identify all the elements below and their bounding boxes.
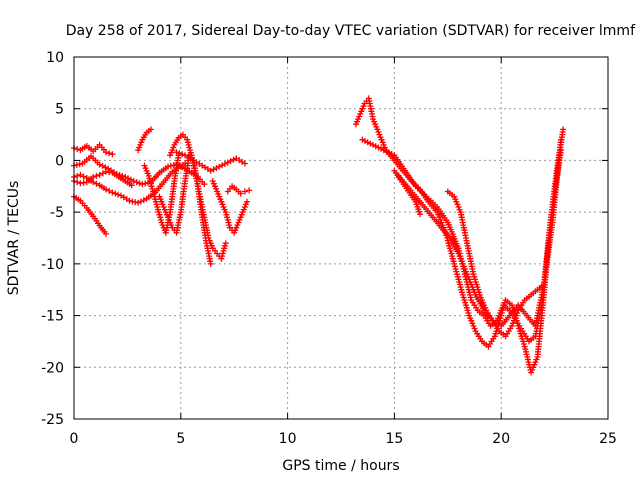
data-point xyxy=(139,181,146,188)
data-point xyxy=(125,175,132,182)
data-point xyxy=(112,190,119,197)
data-point xyxy=(227,158,234,165)
x-tick-label: 5 xyxy=(176,431,185,447)
data-point xyxy=(99,162,106,169)
data-point xyxy=(74,172,81,179)
data-point xyxy=(130,178,137,185)
data-point xyxy=(96,171,103,178)
chart-title: Day 258 of 2017, Sidereal Day-to-day VTE… xyxy=(66,23,636,39)
data-point xyxy=(370,141,376,148)
data-point xyxy=(103,230,109,237)
data-point xyxy=(96,161,103,168)
data-point xyxy=(103,149,109,156)
data-point xyxy=(147,126,154,133)
axis-ticks: 0 5 10 15 20 25 -25 -20 -15 -10 -5 0 5 10 xyxy=(41,50,617,447)
data-point xyxy=(93,172,100,179)
data-point xyxy=(246,187,253,194)
data-point xyxy=(222,240,229,247)
data-point xyxy=(80,173,87,180)
data-point xyxy=(136,180,143,187)
data-point xyxy=(90,179,97,186)
data-point xyxy=(540,281,547,288)
data-point xyxy=(378,145,384,152)
data-point xyxy=(176,150,183,157)
x-axis-label: GPS time / hours xyxy=(282,458,399,474)
data-point xyxy=(216,163,223,170)
data-point xyxy=(201,181,208,188)
data-point xyxy=(241,160,248,167)
x-tick-label: 20 xyxy=(492,431,510,447)
data-point xyxy=(241,188,248,195)
data-point xyxy=(74,179,81,186)
y-tick-label: 10 xyxy=(46,50,64,66)
data-point xyxy=(137,198,144,205)
data-point xyxy=(106,187,113,194)
x-tick-label: 10 xyxy=(279,431,297,447)
data-point xyxy=(109,151,116,158)
data-point xyxy=(73,161,80,168)
data-point xyxy=(380,147,387,154)
data-point xyxy=(115,191,122,198)
data-point xyxy=(102,164,109,171)
data-point xyxy=(210,166,217,173)
y-tick-label: -25 xyxy=(41,412,64,428)
x-tick-label: 0 xyxy=(70,431,79,447)
x-tick-label: 15 xyxy=(385,431,403,447)
data-point xyxy=(362,138,368,144)
plot-frame xyxy=(73,56,609,420)
y-tick-label: -20 xyxy=(41,360,64,376)
data-point xyxy=(132,199,139,206)
data-point xyxy=(221,160,228,167)
data-point xyxy=(417,211,423,218)
y-tick-label: 5 xyxy=(55,102,64,118)
y-tick-label: 0 xyxy=(55,153,64,169)
data-point xyxy=(230,156,237,163)
y-axis-label: SDTVAR / TECUs xyxy=(6,181,22,296)
data-point xyxy=(135,199,142,206)
data-point xyxy=(140,197,147,204)
data-point xyxy=(558,136,564,143)
data-point xyxy=(106,150,113,157)
data-point xyxy=(90,174,97,180)
data-point xyxy=(388,151,395,157)
y-tick-label: -5 xyxy=(50,205,64,221)
data-point xyxy=(126,197,133,204)
data-point xyxy=(99,170,106,177)
data-point xyxy=(207,260,214,267)
data-point xyxy=(93,180,100,187)
y-tick-label: -10 xyxy=(41,257,64,273)
data-point xyxy=(165,163,171,170)
data-point xyxy=(173,149,180,156)
data-point xyxy=(77,171,84,178)
data-point xyxy=(364,139,371,146)
data-point xyxy=(237,190,244,197)
x-tick-label: 25 xyxy=(599,431,617,447)
data-point xyxy=(103,186,109,193)
data-point xyxy=(372,143,379,150)
y-tick-label: -15 xyxy=(41,309,64,325)
data-points xyxy=(71,95,567,376)
data-point xyxy=(213,165,220,171)
data-point xyxy=(560,126,567,133)
data-point xyxy=(109,189,116,196)
data-point xyxy=(219,162,226,169)
data-point xyxy=(128,182,135,189)
data-point xyxy=(76,161,83,168)
data-point xyxy=(179,151,186,158)
data-point xyxy=(74,146,81,153)
data-point xyxy=(383,148,390,155)
data-point xyxy=(133,179,140,186)
data-point xyxy=(142,180,149,187)
data-point xyxy=(244,198,250,205)
